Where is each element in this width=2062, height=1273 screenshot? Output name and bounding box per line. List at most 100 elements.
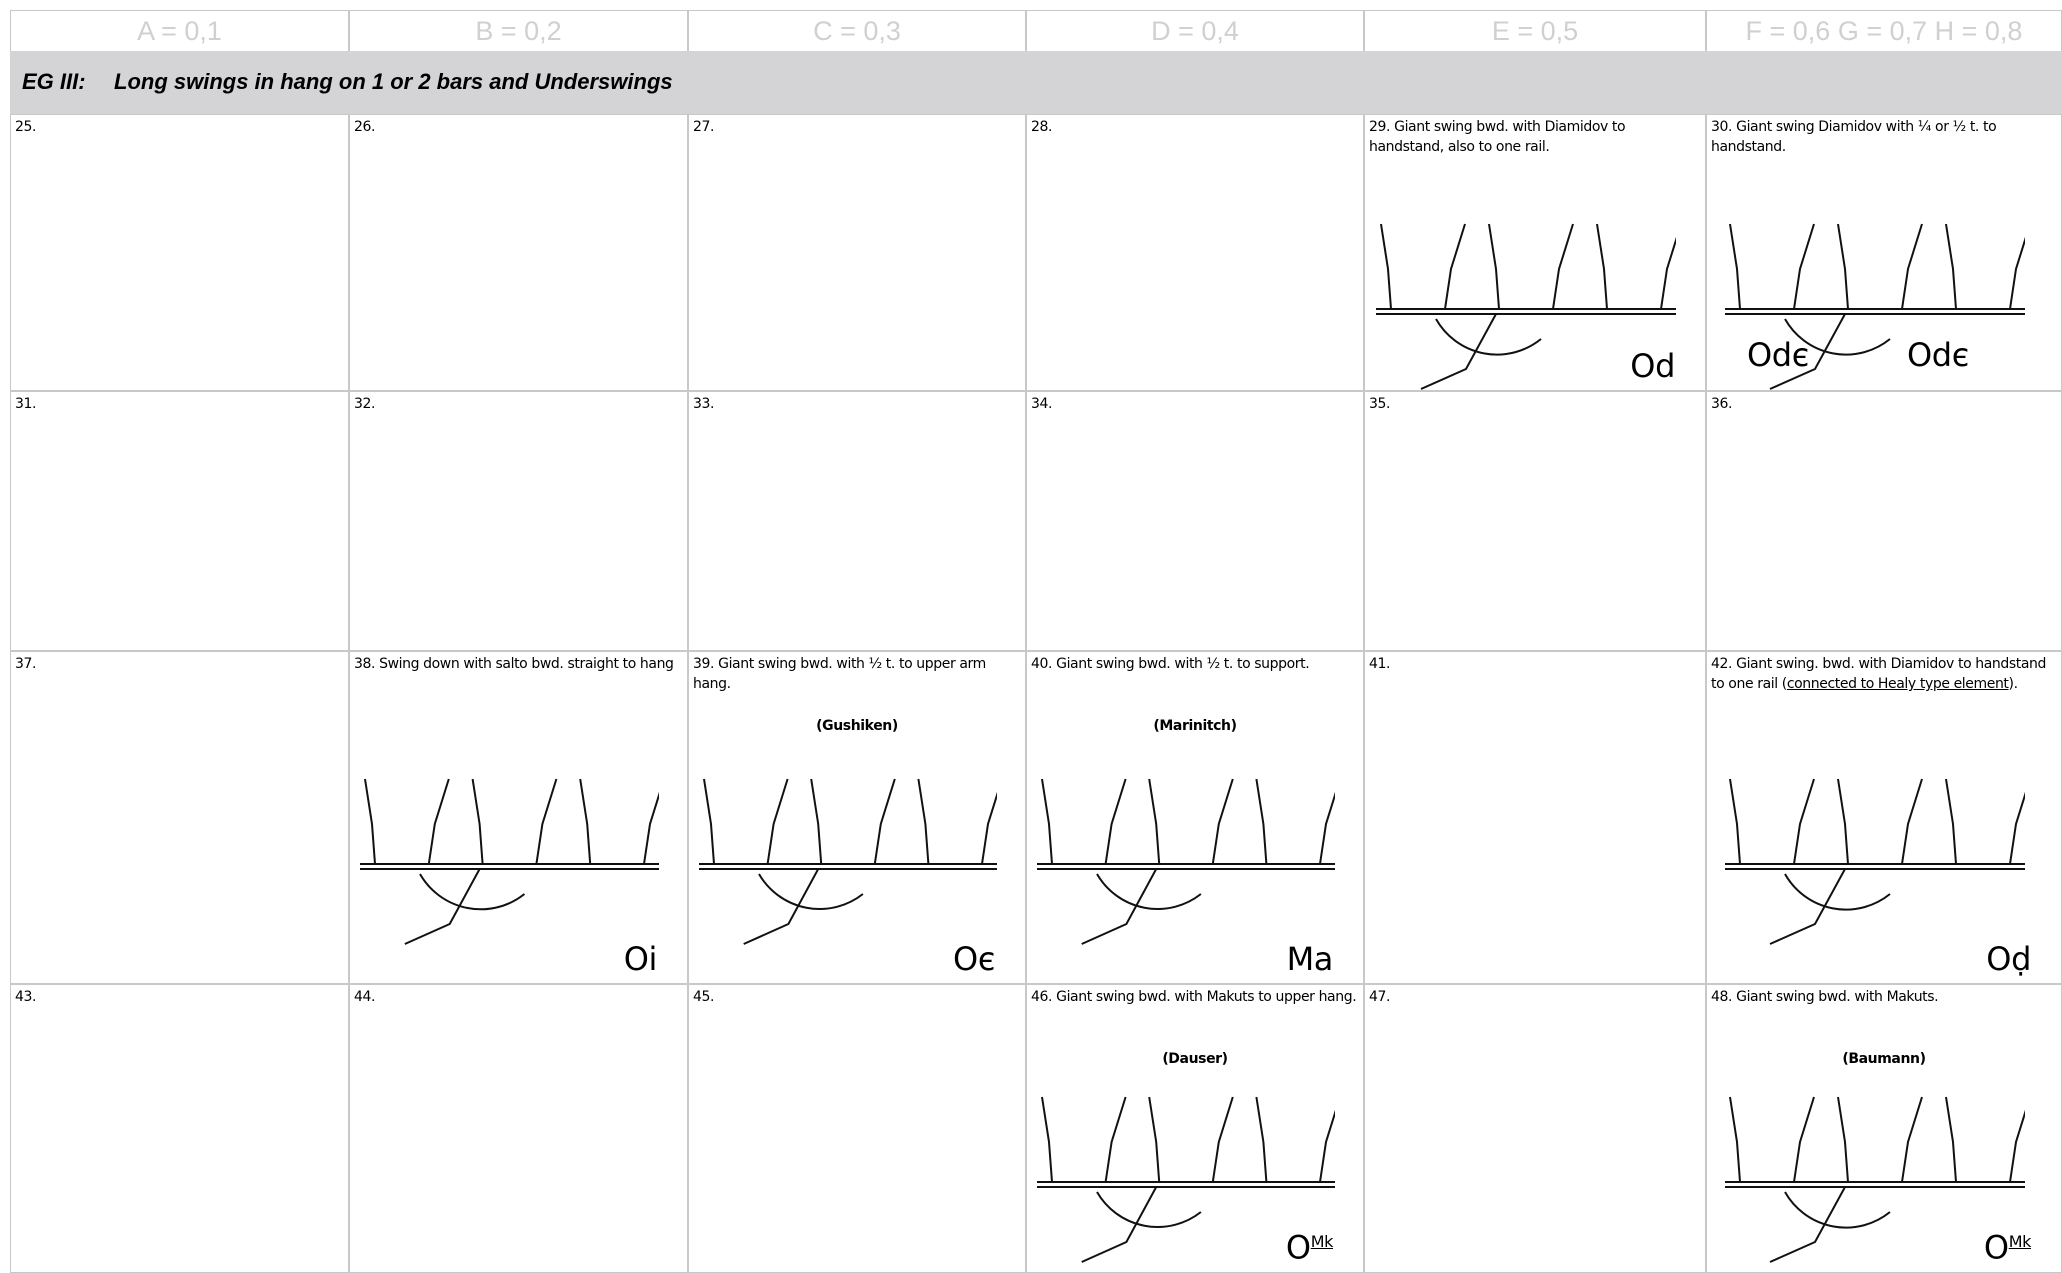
skill-label: 33.	[693, 394, 1021, 414]
skill-link-text: connected to Healy type element	[1786, 676, 2009, 692]
skill-cell: 38. Swing down with salto bwd. straight …	[349, 651, 688, 984]
skill-text: 47.	[1369, 989, 1391, 1005]
skill-text: 42. Giant swing. bwd. with Diamidov to h…	[1711, 656, 2047, 692]
column-header: D = 0,4	[1026, 10, 1364, 52]
skill-text: 35.	[1369, 396, 1391, 412]
skill-drawing	[699, 778, 997, 945]
skill-text: 25.	[15, 119, 37, 135]
skill-label: 35.	[1369, 394, 1701, 414]
skill-text: 43.	[15, 989, 37, 1005]
skill-label: 27.	[693, 117, 1021, 137]
skill-text: 26.	[354, 119, 376, 135]
skill-label: 28.	[1031, 117, 1359, 137]
skill-symbol: Odє	[1907, 336, 1969, 374]
skill-drawing	[360, 778, 659, 945]
skill-text: 45.	[693, 989, 715, 1005]
skill-cell: 45.	[688, 984, 1026, 1273]
skill-drawing	[1037, 778, 1335, 945]
skill-cell: 47.	[1364, 984, 1706, 1273]
skill-drawing	[1725, 778, 2025, 945]
skill-symbol: Oє	[953, 940, 995, 978]
gymnast-name: (Dauser)	[1162, 1051, 1228, 1067]
skill-text: 28.	[1031, 119, 1053, 135]
skill-cell: 46. Giant swing bwd. with Makuts to uppe…	[1026, 984, 1364, 1273]
skill-label: 46. Giant swing bwd. with Makuts to uppe…	[1031, 987, 1359, 1007]
skill-cell: 36.	[1706, 391, 2062, 651]
skill-label: 37.	[15, 654, 344, 674]
skill-label: 44.	[354, 987, 683, 1007]
skill-symbol-sup: Mk	[1310, 1232, 1334, 1252]
skill-text: 46. Giant swing bwd. with Makuts to uppe…	[1031, 989, 1357, 1005]
skill-label: 40. Giant swing bwd. with ½ t. to suppor…	[1031, 654, 1359, 674]
skill-label: 25.	[15, 117, 344, 137]
skill-cell: 25.	[10, 114, 349, 391]
skill-label: 30. Giant swing Diamidov with ¼ or ½ t. …	[1711, 117, 2057, 157]
skill-label: 47.	[1369, 987, 1701, 1007]
skill-cell: 48. Giant swing bwd. with Makuts. (Bauman…	[1706, 984, 2062, 1273]
skill-cell: 37.	[10, 651, 349, 984]
skill-text: 27.	[693, 119, 715, 135]
column-header: C = 0,3	[688, 10, 1026, 52]
skill-cell: 28.	[1026, 114, 1364, 391]
skill-drawing	[1725, 223, 2025, 390]
skill-symbol: Ma	[1286, 940, 1334, 978]
skill-cell: 34.	[1026, 391, 1364, 651]
skill-cell: 32.	[349, 391, 688, 651]
skill-label: 38. Swing down with salto bwd. straight …	[354, 654, 683, 674]
skill-text: 30. Giant swing Diamidov with ¼ or ½ t. …	[1711, 119, 1997, 155]
skill-label: 31.	[15, 394, 344, 414]
skill-text: 41.	[1369, 656, 1391, 672]
skill-label: 41.	[1369, 654, 1701, 674]
skill-cell: 33.	[688, 391, 1026, 651]
skill-symbol: OMk	[1285, 1229, 1334, 1267]
skill-drawing	[1037, 1097, 1335, 1264]
skill-text: 29. Giant swing bwd. with Diamidov to ha…	[1369, 119, 1626, 155]
gymnast-name: (Marinitch)	[1153, 718, 1237, 734]
section-title-bar: EG III: Long swings in hang on 1 or 2 bar…	[10, 51, 2062, 114]
skill-cell: 40. Giant swing bwd. with ½ t. to suppor…	[1026, 651, 1364, 984]
skill-label: 26.	[354, 117, 683, 137]
skill-cell: 35.	[1364, 391, 1706, 651]
skill-text: 40. Giant swing bwd. with ½ t. to suppor…	[1031, 656, 1310, 672]
skill-label: 42. Giant swing. bwd. with Diamidov to h…	[1711, 654, 2057, 694]
skill-cell: 29. Giant swing bwd. with Diamidov to ha…	[1364, 114, 1706, 391]
skill-text: 38. Swing down with salto bwd. straight …	[354, 656, 674, 672]
skill-drawing	[1725, 1097, 2025, 1264]
skill-label: 34.	[1031, 394, 1359, 414]
skill-label: 48. Giant swing bwd. with Makuts.	[1711, 987, 2057, 1007]
skill-cell: 42. Giant swing. bwd. with Diamidov to h…	[1706, 651, 2062, 984]
skill-text: 33.	[693, 396, 715, 412]
skill-symbol-sup: Mk	[2008, 1232, 2032, 1252]
skill-cell: 43.	[10, 984, 349, 1273]
skill-text: 39. Giant swing bwd. with ½ t. to upper …	[693, 656, 986, 692]
skill-label: 45.	[693, 987, 1021, 1007]
skill-text: 44.	[354, 989, 376, 1005]
column-header: F = 0,6 G = 0,7 H = 0,8	[1706, 10, 2062, 52]
skill-symbol: Od	[1630, 347, 1675, 385]
skill-label: 43.	[15, 987, 344, 1007]
column-header: B = 0,2	[349, 10, 688, 52]
skill-label: 39. Giant swing bwd. with ½ t. to upper …	[693, 654, 1021, 694]
gymnast-name: (Gushiken)	[816, 718, 898, 734]
skill-text: 31.	[15, 396, 37, 412]
skill-text: 37.	[15, 656, 37, 672]
skill-text: 36.	[1711, 396, 1733, 412]
skill-cell: 27.	[688, 114, 1026, 391]
column-header: E = 0,5	[1364, 10, 1706, 52]
skill-symbol: Oḍ	[1986, 940, 2031, 978]
section-title: Long swings in hang on 1 or 2 bars and U…	[114, 69, 673, 94]
gymnast-name: (Baumann)	[1842, 1051, 1926, 1067]
skill-label: 32.	[354, 394, 683, 414]
section-code: EG III:	[22, 69, 86, 94]
skill-cell: 31.	[10, 391, 349, 651]
skill-label: 29. Giant swing bwd. with Diamidov to ha…	[1369, 117, 1701, 157]
skill-text: 32.	[354, 396, 376, 412]
skill-cell: 30. Giant swing Diamidov with ¼ or ½ t. …	[1706, 114, 2062, 391]
skill-symbol: Oi	[623, 940, 658, 978]
skill-text-end: ).	[2008, 676, 2019, 692]
skill-symbol: Odє	[1747, 336, 1809, 374]
skill-cell: 44.	[349, 984, 688, 1273]
skill-drawing	[1376, 223, 1676, 390]
skill-cell: 26.	[349, 114, 688, 391]
